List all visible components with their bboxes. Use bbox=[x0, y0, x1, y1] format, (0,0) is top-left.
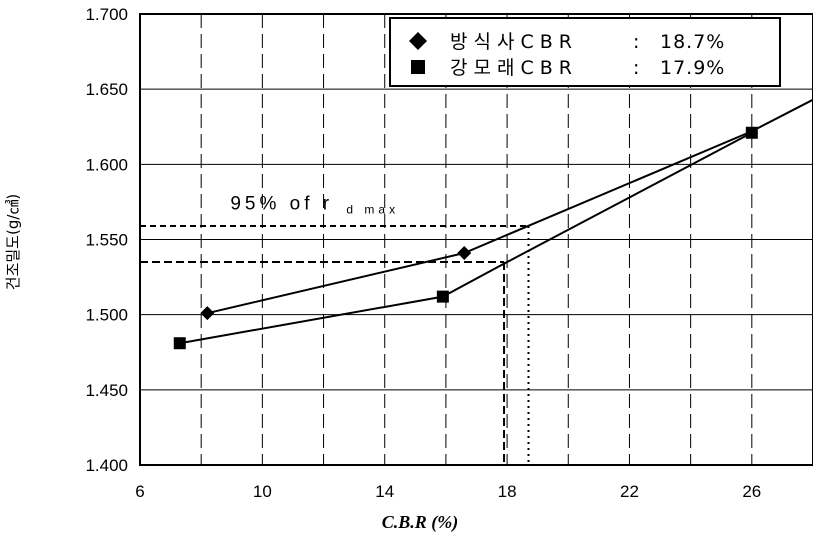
marker-diamond bbox=[200, 306, 215, 321]
x-tick-labels: 6 10 14 18 22 26 bbox=[135, 482, 761, 501]
legend-series-1-name: 방식사CBR bbox=[450, 31, 578, 53]
y-tick-label: 1.450 bbox=[85, 381, 128, 400]
y-tick-label: 1.500 bbox=[85, 306, 128, 325]
legend-series-1-value: 18.7% bbox=[660, 31, 725, 53]
legend-series-1-colon: : bbox=[633, 31, 639, 53]
y-tick-label: 1.550 bbox=[85, 231, 128, 250]
grid-lines bbox=[140, 14, 813, 465]
legend: 방식사CBR : 18.7% 강모래CBR : 17.9% bbox=[389, 17, 781, 87]
marker-square bbox=[436, 290, 449, 303]
marker-diamond bbox=[457, 246, 472, 261]
y-tick-labels: 1.400 1.450 1.500 1.550 1.600 1.650 1.700 bbox=[85, 5, 128, 475]
annotation-95-percent: 95% of r d max bbox=[230, 193, 399, 216]
x-tick-label: 10 bbox=[253, 482, 272, 501]
y-tick-label: 1.600 bbox=[85, 155, 128, 174]
x-tick-label: 6 bbox=[135, 482, 144, 501]
legend-box bbox=[389, 17, 781, 87]
marker-square bbox=[745, 126, 758, 139]
y-axis-label: 건조밀도(g/㎤) bbox=[4, 194, 22, 290]
annotation-main: 95% of r bbox=[230, 193, 333, 214]
series-lines bbox=[179, 98, 813, 345]
legend-series-2-name: 강모래CBR bbox=[450, 57, 578, 79]
y-tick-label: 1.700 bbox=[85, 5, 128, 24]
legend-series-2-colon: : bbox=[633, 57, 639, 79]
marker-square bbox=[173, 337, 186, 350]
reference-lines bbox=[140, 224, 530, 465]
annotation-subscript: d max bbox=[346, 202, 399, 216]
series-markers bbox=[173, 126, 758, 350]
x-tick-label: 14 bbox=[375, 482, 394, 501]
legend-diamond-icon bbox=[409, 32, 427, 50]
x-axis-label: C.B.R (%) bbox=[382, 512, 459, 533]
series-line-2 bbox=[179, 131, 753, 345]
y-tick-label: 1.400 bbox=[85, 456, 128, 475]
x-tick-label: 26 bbox=[742, 482, 761, 501]
legend-series-2-value: 17.9% bbox=[660, 57, 725, 79]
y-tick-label: 1.650 bbox=[85, 80, 128, 99]
legend-square-icon bbox=[411, 60, 425, 74]
annotation-text: 95% of r d max bbox=[230, 193, 399, 216]
x-tick-label: 22 bbox=[620, 482, 639, 501]
series-line-1 bbox=[207, 98, 813, 315]
x-tick-label: 18 bbox=[498, 482, 517, 501]
